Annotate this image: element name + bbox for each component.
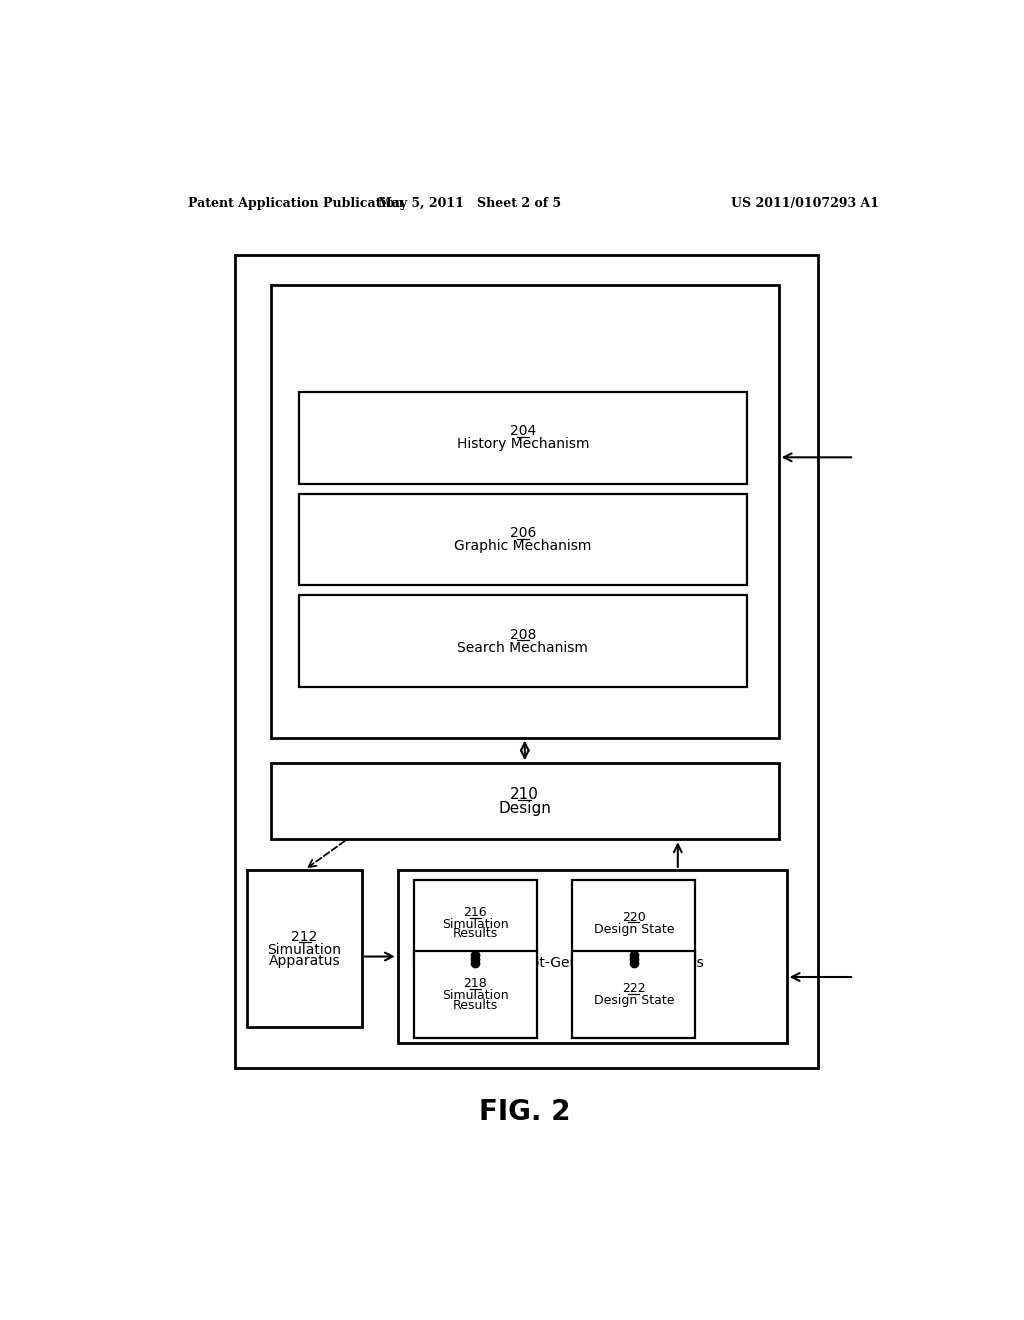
Text: EDA Application: EDA Application — [466, 661, 588, 676]
Text: 212: 212 — [292, 929, 317, 944]
Text: 206: 206 — [510, 525, 536, 540]
Bar — [572, 952, 695, 1038]
Text: Apparatus: Apparatus — [268, 953, 340, 968]
Text: Patent Application Publication: Patent Application Publication — [187, 197, 403, 210]
Text: Simulation: Simulation — [442, 989, 509, 1002]
Text: 204: 204 — [510, 424, 536, 438]
Text: Results: Results — [453, 928, 498, 940]
Text: Simulation: Simulation — [267, 942, 342, 957]
Text: 202: 202 — [510, 496, 540, 512]
Text: 210: 210 — [510, 787, 540, 801]
Text: Design State: Design State — [594, 923, 674, 936]
Text: 216: 216 — [464, 906, 487, 919]
Text: Design: Design — [499, 801, 551, 816]
Bar — [572, 880, 695, 966]
Text: Graphic Mechanism: Graphic Mechanism — [454, 539, 592, 553]
Bar — [270, 763, 779, 840]
Bar — [299, 595, 748, 686]
Text: History Mechanism: History Mechanism — [457, 437, 589, 451]
Bar — [247, 870, 362, 1027]
Text: Search Mechanism: Search Mechanism — [458, 640, 588, 655]
Bar — [270, 285, 779, 738]
Text: Results: Results — [453, 999, 498, 1011]
Bar — [414, 952, 537, 1038]
Text: 200: 200 — [512, 647, 542, 661]
Text: Snapshot-Generation Apparatus: Snapshot-Generation Apparatus — [480, 956, 705, 970]
Bar — [414, 880, 537, 966]
Bar — [236, 255, 818, 1068]
Text: Simulation: Simulation — [442, 917, 509, 931]
Text: FIG. 2: FIG. 2 — [479, 1098, 570, 1126]
Text: 220: 220 — [622, 911, 646, 924]
Text: GUI: GUI — [511, 511, 539, 527]
Text: 222: 222 — [623, 982, 646, 995]
Text: May 5, 2011   Sheet 2 of 5: May 5, 2011 Sheet 2 of 5 — [378, 197, 561, 210]
Bar — [397, 870, 786, 1043]
Text: 208: 208 — [510, 627, 536, 642]
Text: 214: 214 — [579, 942, 605, 957]
Text: 218: 218 — [463, 977, 487, 990]
Bar — [299, 392, 748, 483]
Bar — [299, 494, 748, 585]
Text: Design State: Design State — [594, 994, 674, 1007]
Text: US 2011/0107293 A1: US 2011/0107293 A1 — [731, 197, 880, 210]
